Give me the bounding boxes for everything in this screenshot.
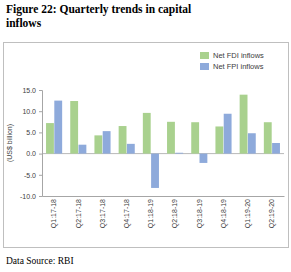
zero-line bbox=[42, 153, 284, 154]
bar bbox=[272, 143, 280, 154]
bar bbox=[240, 95, 248, 154]
x-tick-label: Q4:17-18 bbox=[123, 199, 131, 228]
x-tick: Q4:18-19 bbox=[220, 199, 228, 228]
bar bbox=[119, 126, 127, 154]
x-tick: Q2:17-18 bbox=[75, 199, 83, 228]
title: Figure 22: Quarterly trends in capitalin… bbox=[6, 3, 191, 29]
bar bbox=[143, 113, 151, 154]
x-tick-label: Q2:18-19 bbox=[171, 199, 179, 228]
x-tick-label: Q4:18-19 bbox=[220, 199, 228, 228]
bar bbox=[248, 133, 256, 153]
x-tick: Q1:17-18 bbox=[50, 199, 58, 228]
y-tick-label: 5.0 bbox=[26, 129, 36, 136]
x-tick: Q1:19-20 bbox=[244, 199, 252, 228]
bar bbox=[70, 101, 78, 154]
legend-label: Net FDI inflows bbox=[213, 51, 264, 60]
x-tick: Q4:17-18 bbox=[123, 199, 131, 228]
x-tick: Q2:19-20 bbox=[268, 199, 276, 228]
bar bbox=[127, 144, 135, 154]
x-tick-label: Q1:18-19 bbox=[147, 199, 155, 228]
y-tick: -5.0 bbox=[24, 172, 42, 179]
bar bbox=[191, 122, 199, 153]
x-tick-label: Q1:19-20 bbox=[244, 199, 252, 228]
chart: Figure 22: Quarterly trends in capitalin… bbox=[0, 0, 291, 272]
x-tick-label: Q3:17-18 bbox=[99, 199, 107, 228]
bar bbox=[46, 123, 54, 154]
x-tick: Q2:18-19 bbox=[171, 199, 179, 228]
legend: Net FDI inflows Net FPI inflows bbox=[200, 51, 264, 71]
y-tick-label: 0.0 bbox=[26, 150, 36, 157]
y-tick: 5.0 bbox=[26, 129, 42, 136]
legend-label: Net FPI inflows bbox=[213, 62, 264, 71]
y-tick-mark bbox=[39, 111, 42, 112]
y-tick-label: -5.0 bbox=[24, 172, 36, 179]
bar bbox=[54, 101, 62, 154]
bar bbox=[94, 135, 102, 153]
y-tick-label: 10.0 bbox=[22, 108, 36, 115]
y-tick-label: 15.0 bbox=[22, 87, 36, 94]
y-tick: 10.0 bbox=[22, 108, 42, 115]
bar bbox=[200, 154, 208, 163]
bar bbox=[79, 145, 87, 154]
source: Data Source: RBI bbox=[6, 256, 74, 266]
x-tick: Q3:18-19 bbox=[196, 199, 204, 228]
y-tick-mark bbox=[39, 175, 42, 176]
legend-swatch bbox=[200, 63, 209, 70]
x-tick-label: Q3:18-19 bbox=[196, 199, 204, 228]
y-tick-mark bbox=[39, 132, 42, 133]
y-tick: 15.0 bbox=[22, 87, 42, 94]
bar bbox=[264, 122, 272, 153]
x-axis: Q1:17-18 Q2:17-18 Q3:17-18 Q4:17-18 Q1:18-19… bbox=[43, 197, 285, 229]
x-tick: Q1:18-19 bbox=[147, 199, 155, 228]
bar bbox=[167, 122, 175, 154]
legend-swatch bbox=[200, 52, 209, 59]
y-tick-label: -10.0 bbox=[20, 193, 36, 200]
y-axis-title: (US$ billion) bbox=[6, 124, 14, 162]
x-tick-label: Q2:17-18 bbox=[75, 199, 83, 228]
bar bbox=[103, 131, 111, 153]
bar bbox=[151, 154, 159, 188]
y-axis-line bbox=[39, 91, 43, 197]
y-tick-mark bbox=[39, 196, 42, 197]
bar bbox=[224, 114, 232, 154]
frame bbox=[4, 43, 289, 248]
bars bbox=[46, 95, 280, 188]
x-tick-label: Q1:17-18 bbox=[50, 199, 58, 228]
bar bbox=[215, 126, 223, 153]
x-axis-line bbox=[43, 196, 285, 197]
x-tick: Q3:17-18 bbox=[99, 199, 107, 228]
y-tick-mark bbox=[39, 154, 42, 155]
y-tick: 0.0 bbox=[26, 150, 42, 157]
bar bbox=[175, 152, 183, 154]
y-axis: -10.0 -5.0 0.0 5.0 10.0 15.0 bbox=[20, 87, 42, 200]
y-tick-mark bbox=[39, 90, 42, 91]
x-tick-label: Q2:19-20 bbox=[268, 199, 276, 228]
y-tick: -10.0 bbox=[20, 193, 42, 200]
